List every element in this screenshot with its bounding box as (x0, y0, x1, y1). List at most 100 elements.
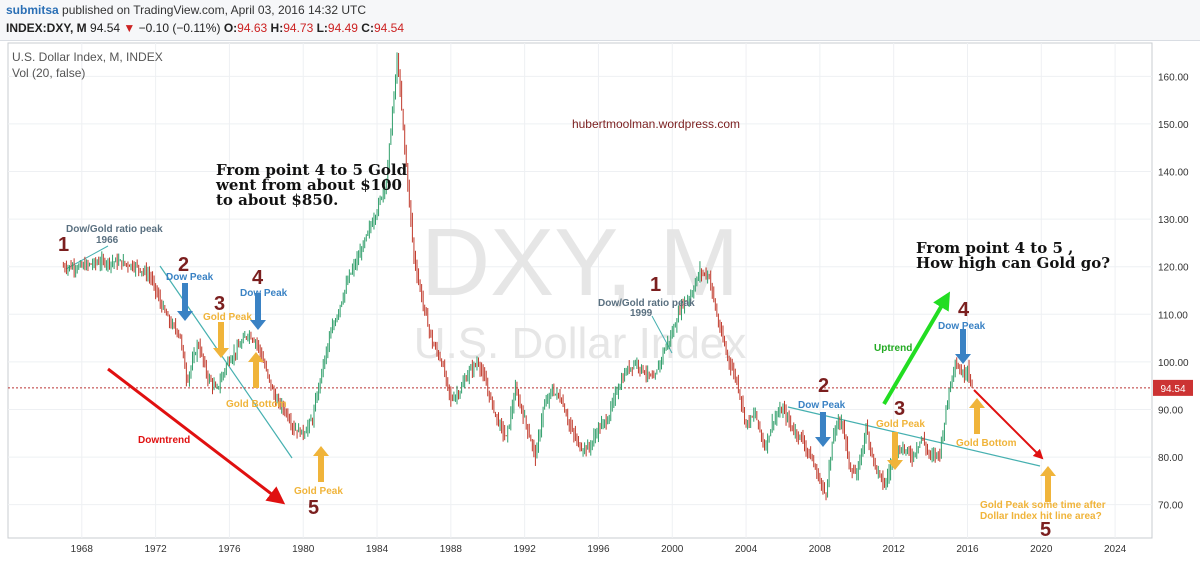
future-gold-peak-line2: Dollar Index hit line area? (980, 511, 1102, 522)
low-label: L: (316, 21, 328, 35)
up-arrow-icon (1040, 466, 1056, 502)
note-gold-2-line2: How high can Gold go? (916, 254, 1110, 272)
y-tick-label: 150.00 (1158, 120, 1189, 131)
x-tick-label: 1972 (144, 544, 167, 555)
annotation-arrows (107, 283, 1056, 505)
downtrend-label: Downtrend (138, 435, 190, 446)
x-tick-label: 1980 (292, 544, 315, 555)
point-4-left: 4 (252, 267, 264, 289)
dow-peak-label: Dow Peak (166, 272, 214, 283)
gold-peak-label: Gold Peak (203, 312, 252, 323)
y-tick-label: 80.00 (1158, 453, 1183, 464)
low-value: 94.49 (327, 21, 358, 35)
pointer-1999 (651, 315, 673, 354)
dow-gold-1999-line1: Dow/Gold ratio peak (598, 298, 695, 309)
point-2-right: 2 (818, 375, 829, 397)
uptrend-label: Uptrend (874, 343, 912, 354)
dow-peak-arrows (177, 283, 971, 447)
x-tick-label: 1984 (366, 544, 389, 555)
gold-bottom-label: Gold Bottom (956, 438, 1017, 449)
axes: 1968 1972 1976 1980 1984 1988 1992 1996 2000 2004… (71, 72, 1189, 555)
note-gold-1-line2: went from about $100 (215, 176, 402, 194)
x-tick-label: 1992 (514, 544, 537, 555)
x-tick-label: 2020 (1030, 544, 1053, 555)
close-label: C: (361, 21, 374, 35)
watermark-symbol: DXY, M (421, 209, 739, 316)
annotation-texts: From point 4 to 5 Gold went from about $… (58, 161, 1110, 541)
price-series (62, 52, 973, 501)
close-value: 94.54 (373, 21, 404, 35)
point-1-right: 1 (650, 274, 661, 296)
y-tick-label: 140.00 (1158, 168, 1189, 179)
legend-title: U.S. Dollar Index, M, INDEX (12, 50, 163, 64)
x-tick-label: 1976 (218, 544, 241, 555)
chart-header: submitsa published on TradingView.com, A… (0, 0, 1200, 41)
gold-peak-label: Gold Peak (876, 419, 925, 430)
high-label: H: (270, 21, 284, 35)
point-2-left: 2 (178, 254, 189, 276)
down-arrow-icon (177, 283, 193, 321)
decline-arrow (973, 389, 1044, 460)
author-link[interactable]: submitsa (6, 3, 59, 17)
open-label: O: (223, 21, 238, 35)
y-tick-label: 160.00 (1158, 72, 1189, 83)
last-price: 94.54 (90, 21, 121, 35)
gold-bottom-label: Gold Bottom (226, 399, 287, 410)
y-tick-label: 90.00 (1158, 405, 1183, 416)
dow-gold-1966-line1: Dow/Gold ratio peak (66, 224, 163, 235)
legend-volume: Vol (20, false) (12, 66, 85, 80)
publish-info: published on TradingView.com, April 03, … (62, 3, 366, 17)
trendline-right (787, 406, 1041, 467)
last-price-tag: 94.54 (1160, 384, 1185, 395)
x-tick-label: 2008 (809, 544, 832, 555)
point-3-left: 3 (214, 293, 225, 315)
dow-peak-label: Dow Peak (240, 288, 288, 299)
x-tick-label: 1996 (587, 544, 610, 555)
last-price-box (1153, 379, 1193, 396)
dow-gold-1966-line2: 1966 (96, 235, 119, 246)
y-tick-label: 70.00 (1158, 501, 1183, 512)
note-gold-2-line1: From point 4 to 5 , (916, 239, 1073, 257)
down-arrow-icon (955, 329, 971, 364)
point-5-left: 5 (308, 497, 319, 519)
point-4-right: 4 (958, 299, 970, 321)
point-1-left: 1 (58, 234, 69, 256)
quote-line: INDEX:DXY, M 94.54 ▼ −0.10 (−0.11%) O: 94… (6, 21, 404, 35)
x-tick-label: 2004 (735, 544, 758, 555)
x-tick-label: 1968 (71, 544, 94, 555)
grid (8, 43, 1152, 538)
note-gold-1-line1: From point 4 to 5 Gold (216, 161, 408, 179)
note-gold-1-line3: to about $850. (216, 191, 338, 209)
x-tick-label: 2024 (1104, 544, 1127, 555)
publish-line: submitsa published on TradingView.com, A… (6, 3, 366, 17)
y-tick-label: 110.00 (1158, 310, 1188, 321)
price-chart[interactable]: DXY, M U.S. Dollar Index U.S. Dollar Ind… (0, 40, 1200, 563)
dow-peak-label: Dow Peak (938, 321, 986, 332)
down-arrow-icon (887, 432, 903, 470)
down-arrow-icon (213, 322, 229, 358)
down-arrow-icon (250, 293, 266, 330)
future-gold-peak-line1: Gold Peak some time after (980, 500, 1106, 511)
down-arrow-icon (815, 412, 831, 447)
high-value: 94.73 (283, 21, 314, 35)
change-value: −0.10 (−0.11%) (138, 21, 221, 35)
up-arrow-icon (313, 446, 329, 482)
x-tick-label: 1988 (440, 544, 463, 555)
point-5-right: 5 (1040, 519, 1051, 541)
down-triangle-icon: ▼ (123, 21, 136, 35)
gold-peak-label: Gold Peak (294, 486, 343, 497)
uptrend-arrow (882, 291, 951, 406)
watermark-name: U.S. Dollar Index (414, 319, 747, 368)
up-arrow-icon (248, 352, 264, 388)
up-arrow-icon (969, 398, 985, 434)
dow-peak-label: Dow Peak (798, 400, 846, 411)
website-label: hubertmoolman.wordpress.com (572, 117, 740, 131)
y-tick-label: 100.00 (1158, 358, 1189, 369)
x-tick-label: 2012 (883, 544, 906, 555)
symbol-label: INDEX:DXY, M (6, 21, 87, 35)
point-3-right: 3 (894, 398, 905, 420)
x-tick-label: 2016 (956, 544, 979, 555)
y-tick-label: 120.00 (1158, 263, 1189, 274)
dow-gold-1999-line2: 1999 (630, 308, 653, 319)
gold-arrows (213, 322, 1056, 502)
